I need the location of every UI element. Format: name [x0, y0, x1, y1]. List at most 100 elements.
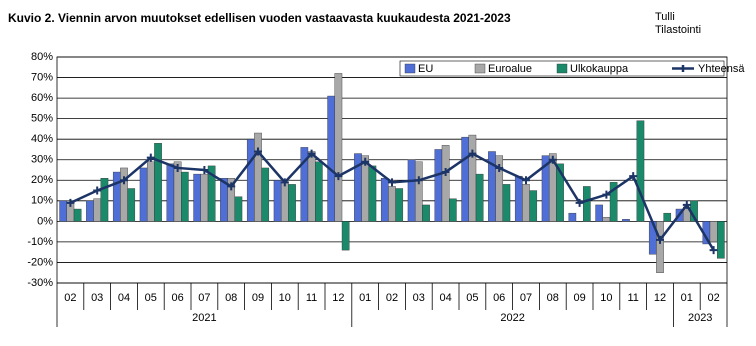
x-tick-label: 09	[252, 292, 264, 304]
line-marker	[441, 168, 450, 177]
bar	[461, 136, 469, 222]
bar	[112, 171, 121, 222]
bar	[609, 182, 618, 222]
line-marker	[629, 172, 638, 181]
legend-label: EU	[418, 63, 433, 75]
line-marker	[146, 153, 155, 162]
bar	[502, 184, 511, 222]
bar	[193, 173, 201, 222]
bar	[568, 212, 577, 222]
legend-swatch	[474, 63, 486, 74]
x-tick-label: 01	[681, 292, 693, 304]
legend-label: Ulkokauppa	[570, 63, 629, 75]
line-marker	[93, 186, 102, 195]
bar	[315, 161, 323, 222]
bar	[200, 173, 209, 222]
source: Tilastointi	[655, 24, 701, 36]
x-tick-label: 07	[198, 292, 210, 304]
year-label: 2023	[688, 312, 712, 324]
x-tick-label: 03	[413, 292, 425, 304]
legend-label: Euroalue	[488, 63, 532, 75]
x-tick-label: 08	[547, 292, 559, 304]
bar	[334, 73, 343, 222]
bar	[120, 167, 128, 222]
bar	[280, 182, 289, 222]
bar	[327, 95, 335, 222]
bar	[307, 151, 316, 222]
legend-label: Yhteensä	[698, 63, 745, 75]
x-tick-label: 10	[600, 292, 612, 304]
bar	[514, 175, 523, 222]
legend-swatch	[404, 63, 416, 74]
bar	[368, 165, 377, 222]
source: Tulli	[655, 11, 675, 23]
line-marker	[656, 235, 664, 244]
y-tick-label: 50%	[31, 113, 53, 125]
line-marker	[575, 198, 584, 207]
bar	[207, 165, 216, 222]
bar	[93, 198, 102, 222]
bar	[146, 161, 155, 222]
x-tick-label: 06	[493, 292, 505, 304]
line-marker	[548, 155, 557, 164]
bar	[717, 221, 725, 259]
bar	[100, 178, 109, 222]
x-tick-label: 03	[91, 292, 103, 304]
bar	[434, 149, 443, 222]
line-marker	[173, 163, 182, 172]
year-label: 2021	[192, 312, 216, 324]
y-tick-label: 30%	[31, 154, 53, 166]
x-tick-label: 12	[654, 292, 666, 304]
line-marker	[709, 246, 718, 255]
y-tick-label: 10%	[31, 195, 53, 207]
bar	[380, 178, 389, 222]
y-tick-label: 20%	[31, 174, 53, 186]
bar	[468, 134, 477, 222]
bar	[234, 196, 243, 222]
bar	[341, 221, 350, 251]
line-marker	[280, 178, 289, 187]
bar	[59, 200, 67, 222]
bar	[73, 208, 82, 222]
line-marker	[307, 149, 316, 158]
line-marker	[200, 166, 209, 174]
bar	[475, 173, 484, 222]
bar	[602, 217, 611, 222]
x-tick-label: 04	[118, 292, 130, 304]
x-tick-label: 10	[279, 292, 291, 304]
year-label: 2022	[500, 312, 524, 324]
bar	[583, 186, 591, 222]
bar	[422, 204, 430, 222]
line-marker	[361, 157, 370, 166]
chart-title: Kuvio 2. Viennin arvon muutokset edellis…	[8, 11, 511, 25]
bar	[166, 163, 175, 222]
line-marker	[522, 176, 530, 185]
line-marker	[227, 182, 236, 191]
bar	[449, 198, 457, 222]
bar	[127, 188, 136, 222]
x-tick-label: 02	[707, 292, 719, 304]
bar	[556, 163, 564, 222]
x-tick-label: 04	[439, 292, 451, 304]
x-tick-label: 05	[145, 292, 157, 304]
plot-border	[56, 56, 728, 284]
legend-swatch	[556, 63, 568, 74]
x-tick-label: 05	[466, 292, 478, 304]
x-tick-label: 08	[225, 292, 237, 304]
bar	[395, 188, 404, 222]
bar	[181, 171, 189, 222]
x-tick-label: 01	[359, 292, 371, 304]
bar	[441, 145, 450, 222]
line-marker	[120, 176, 128, 185]
x-tick-label: 02	[64, 292, 76, 304]
bar	[139, 167, 148, 222]
bar	[622, 219, 630, 222]
bar	[407, 159, 416, 222]
bar	[595, 204, 603, 222]
bar	[86, 200, 94, 222]
x-tick-label: 11	[627, 292, 638, 304]
y-tick-label: 60%	[31, 92, 53, 104]
x-tick-label: 12	[332, 292, 344, 304]
bar	[288, 184, 296, 222]
